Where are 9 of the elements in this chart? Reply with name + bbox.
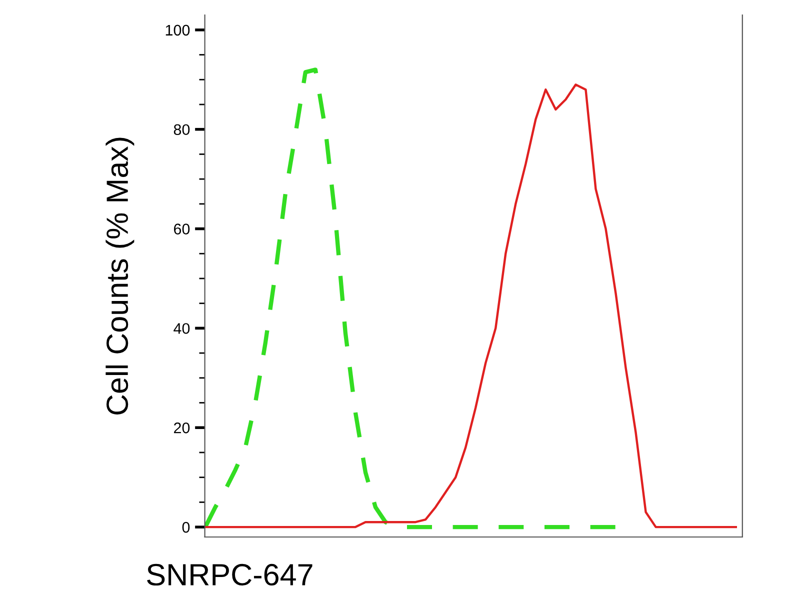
y-axis-title: Cell Counts (% Max) — [106, 138, 134, 415]
y-tick-label: 100 — [166, 24, 190, 36]
y-tick-label: 0 — [182, 522, 190, 533]
y-tick-label: 40 — [174, 323, 190, 334]
y-tick-label: 20 — [174, 422, 190, 434]
y-tick-label: 60 — [174, 224, 190, 234]
y-tick-label: 80 — [174, 124, 190, 136]
line-series — [204, 83, 738, 528]
x-axis-title: SNRPC-647 — [147, 564, 312, 586]
